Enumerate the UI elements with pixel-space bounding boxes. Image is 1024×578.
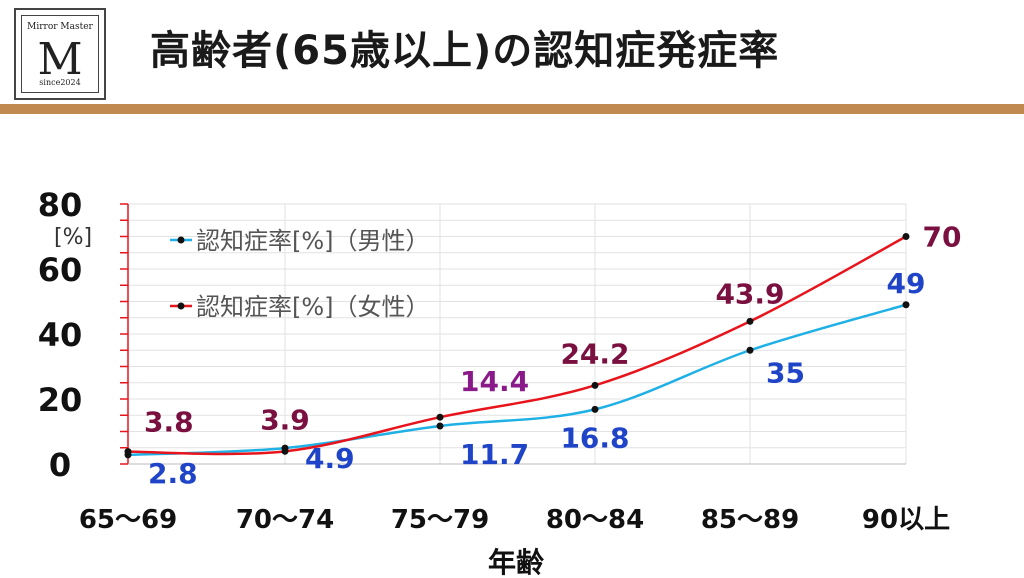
legend-label: 認知症率[%]（女性） xyxy=(196,293,430,321)
logo: Mirror Master M since2024 xyxy=(14,8,106,100)
data-label: 3.9 xyxy=(260,403,310,436)
x-tick-label: 65～69 xyxy=(79,505,177,535)
data-point xyxy=(281,447,289,455)
y-tick-label: 60 xyxy=(38,251,83,289)
logo-letter: M xyxy=(37,34,83,85)
x-tick-label: 70～74 xyxy=(236,505,334,535)
data-point xyxy=(591,405,599,413)
data-label: 43.9 xyxy=(715,277,784,310)
series-line-male xyxy=(127,303,907,457)
x-tick-label: 85～89 xyxy=(701,505,799,535)
data-label: 35 xyxy=(766,356,805,389)
legend: 認知症率[%]（男性） 認知症率[%]（女性） xyxy=(170,227,430,321)
legend-label: 認知症率[%]（男性） xyxy=(196,227,430,255)
series xyxy=(124,233,910,459)
page-title: 高齢者(65歳以上)の認知症発症率 xyxy=(150,28,780,74)
logo-since: since2024 xyxy=(39,78,81,87)
x-tick-label: 75～79 xyxy=(391,505,489,535)
y-axis-label: [%] xyxy=(54,225,92,250)
header-divider xyxy=(0,104,1024,114)
y-tick-label: 0 xyxy=(49,446,71,484)
legend-marker xyxy=(177,302,185,310)
x-tick-label: 90以上 xyxy=(862,505,950,535)
y-tick-label: 40 xyxy=(38,316,83,354)
logo-frame: Mirror Master M since2024 xyxy=(21,15,99,93)
data-point xyxy=(902,301,910,309)
data-label: 3.8 xyxy=(144,406,194,439)
y-tick-label: 20 xyxy=(38,381,83,419)
data-label: 16.8 xyxy=(560,421,629,454)
data-point xyxy=(436,422,444,430)
data-point xyxy=(124,448,132,456)
data-point xyxy=(436,413,444,421)
x-axis-label: 年齢 xyxy=(488,546,544,578)
axes: 0 20 40 60 80 65～69 70～74 75～79 80～84 85～89 90以上 xyxy=(38,186,950,535)
data-point xyxy=(746,317,754,325)
series-line-female xyxy=(127,235,907,456)
data-label: 11.7 xyxy=(460,438,529,471)
x-tick-label: 80～84 xyxy=(546,505,644,535)
logo-brand: Mirror Master xyxy=(27,22,93,32)
data-point xyxy=(591,381,599,389)
data-point xyxy=(746,346,754,354)
y-tick-label: 80 xyxy=(38,186,83,224)
data-labels: 2.8 4.9 11.7 16.8 35 49 3.8 3.9 14.4 24.2 43.9 70 xyxy=(144,221,961,490)
data-label: 24.2 xyxy=(560,337,629,370)
data-point xyxy=(902,233,910,240)
data-label: 14.4 xyxy=(460,365,529,398)
data-label: 4.9 xyxy=(305,442,355,475)
legend-marker xyxy=(177,236,185,244)
data-label: 2.8 xyxy=(148,457,198,490)
data-label: 70 xyxy=(923,221,962,254)
data-label: 49 xyxy=(887,267,926,300)
gridlines xyxy=(128,203,907,464)
